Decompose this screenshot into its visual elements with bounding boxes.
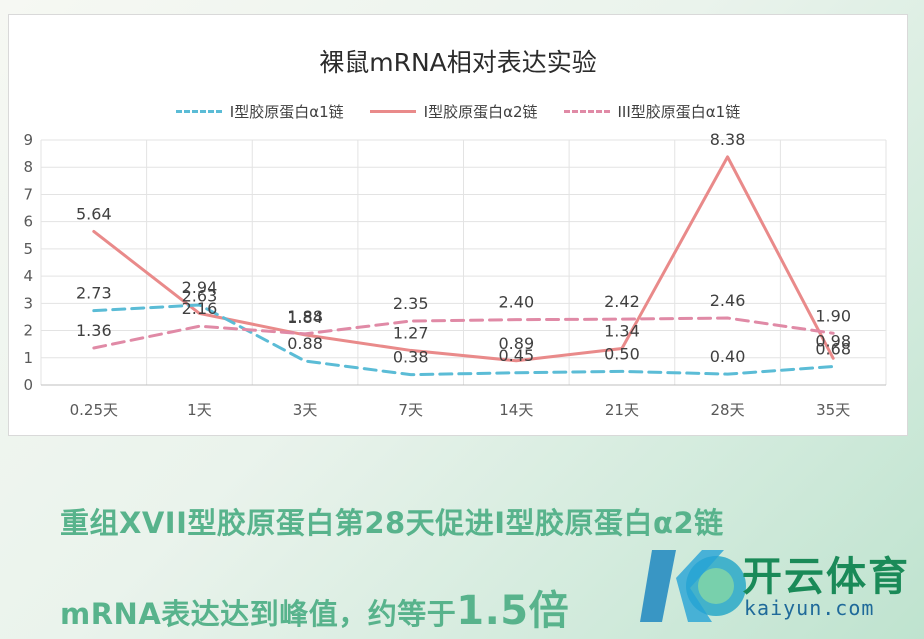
data-label: 2.94 (182, 278, 218, 297)
caption-line-2-text: mRNA表达达到峰值，约等于 (60, 597, 457, 631)
watermark-subtext: kaiyun.com (744, 596, 875, 620)
data-label: 0.50 (604, 344, 640, 363)
legend-swatch-series-1 (175, 109, 222, 113)
data-label: 0.89 (499, 334, 535, 353)
data-label: 2.16 (182, 299, 218, 318)
caption-line-2: mRNA表达达到峰值，约等于1.5倍 (60, 578, 569, 636)
watermark-logo-icon (640, 550, 746, 622)
y-tick-label: 5 (23, 240, 33, 258)
series-line-2 (92, 155, 835, 363)
legend-item-series-2: I型胶原蛋白α2链 (369, 99, 538, 123)
chart-card: 裸鼠mRNA相对表达实验 I型胶原蛋白α1链 I型胶原蛋白α2链 III型胶原蛋… (8, 14, 908, 436)
x-tick-label: 21天 (605, 401, 639, 419)
data-label: 2.40 (499, 293, 535, 312)
y-tick-label: 2 (23, 322, 33, 340)
y-tick-label: 7 (23, 185, 33, 203)
data-label: 0.45 (499, 346, 535, 365)
series-line-1 (92, 303, 835, 377)
legend-item-series-3: III型胶原蛋白α1链 (563, 99, 741, 123)
data-label: 5.64 (76, 204, 112, 223)
data-label: 0.40 (710, 347, 746, 366)
data-label: 2.63 (182, 286, 218, 305)
y-tick-label: 6 (23, 213, 33, 231)
data-label: 1.34 (604, 322, 640, 341)
legend-swatch-series-2 (369, 109, 416, 113)
data-label: 1.36 (76, 321, 112, 340)
x-tick-label: 7天 (398, 401, 423, 419)
data-label: 8.38 (710, 130, 746, 149)
x-tick-label: 0.25天 (70, 401, 118, 419)
y-tick-label: 0 (23, 376, 33, 394)
x-tick-label: 35天 (816, 401, 850, 419)
chart-title: 裸鼠mRNA相对表达实验 (319, 48, 597, 77)
plot-area: 0 1 2 3 4 5 6 7 8 9 0.25天 1天 3天 7天 14天 21天 28天 35天 2.73 2.9… (23, 130, 887, 419)
x-tick-label: 1天 (187, 401, 212, 419)
legend: I型胶原蛋白α1链 I型胶原蛋白α2链 III型胶原蛋白α1链 (9, 99, 907, 123)
y-tick-label: 4 (23, 267, 33, 285)
y-tick-label: 1 (23, 349, 33, 367)
legend-label-series-3: III型胶原蛋白α1链 (617, 102, 741, 121)
y-tick-label: 3 (23, 294, 33, 312)
y-tick-label: 8 (23, 158, 33, 176)
series-line-3 (92, 316, 835, 350)
watermark: 开云体育 kaiyun.com (632, 538, 922, 634)
data-label: 1.27 (393, 323, 429, 342)
x-tick-label: 14天 (499, 401, 533, 419)
legend-label-series-2: I型胶原蛋白α2链 (423, 102, 538, 121)
data-label: 2.73 (76, 284, 112, 303)
data-label: 0.68 (815, 339, 851, 358)
data-label: 0.38 (393, 348, 429, 367)
legend-item-series-1: I型胶原蛋白α1链 (175, 99, 344, 123)
data-label: 2.35 (393, 294, 429, 313)
data-label: 2.42 (604, 292, 640, 311)
watermark-text: 开云体育 (742, 554, 910, 600)
caption-highlight: 1.5倍 (456, 588, 570, 634)
x-tick-label: 3天 (293, 401, 318, 419)
data-label: 1.84 (287, 308, 323, 327)
data-label: 1.90 (815, 306, 851, 325)
x-tick-label: 28天 (711, 401, 745, 419)
data-label: 0.98 (815, 331, 851, 350)
caption-line-1: 重组XVII型胶原蛋白第28天促进I型胶原蛋白α2链 (60, 506, 724, 540)
data-label: 2.46 (710, 291, 746, 310)
legend-label-series-1: I型胶原蛋白α1链 (229, 102, 344, 121)
y-tick-label: 9 (23, 131, 33, 149)
data-label: 0.88 (287, 334, 323, 353)
legend-swatch-series-3 (563, 109, 610, 113)
data-label: 1.88 (287, 307, 323, 326)
